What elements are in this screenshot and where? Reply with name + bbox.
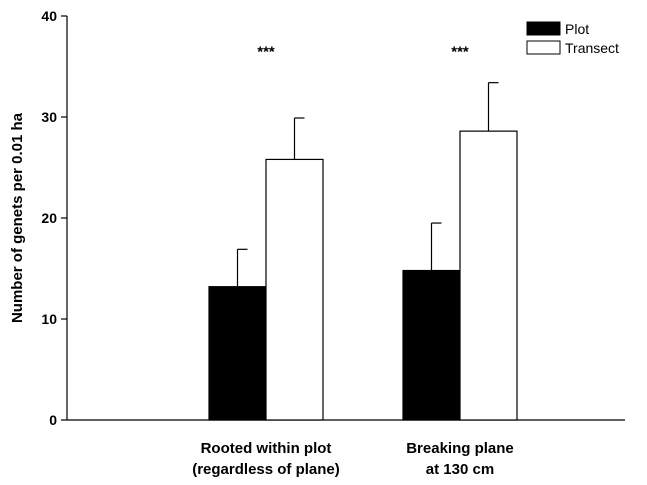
legend-label-plot: Plot — [565, 21, 589, 37]
y-tick-label: 30 — [41, 109, 57, 125]
category-label: at 130 cm — [426, 461, 494, 478]
plot-area: 0 10 20 30 40 *** Rooted within plot (regardles… — [41, 8, 625, 478]
legend-label-transect: Transect — [565, 40, 619, 56]
legend-swatch-plot — [526, 21, 561, 36]
y-axis-title: Number of genets per 0.01 ha — [9, 112, 26, 323]
category-label: (regardless of plane) — [192, 461, 340, 478]
category-label: Breaking plane — [406, 440, 514, 457]
legend-swatch-transect — [526, 40, 561, 55]
y-tick-label: 20 — [41, 210, 57, 226]
significance-marker: *** — [451, 43, 469, 60]
category-label: Rooted within plot — [201, 440, 332, 457]
bar-transect-2 — [459, 130, 518, 421]
bar-plot-2 — [402, 269, 461, 421]
y-tick-label: 10 — [41, 311, 57, 327]
y-tick-label: 0 — [49, 412, 57, 428]
bar-plot-1 — [208, 286, 267, 421]
significance-marker: *** — [257, 43, 275, 60]
y-tick-label: 40 — [41, 8, 57, 24]
legend: Plot Transect — [526, 21, 619, 56]
bar-transect-1 — [265, 158, 324, 421]
